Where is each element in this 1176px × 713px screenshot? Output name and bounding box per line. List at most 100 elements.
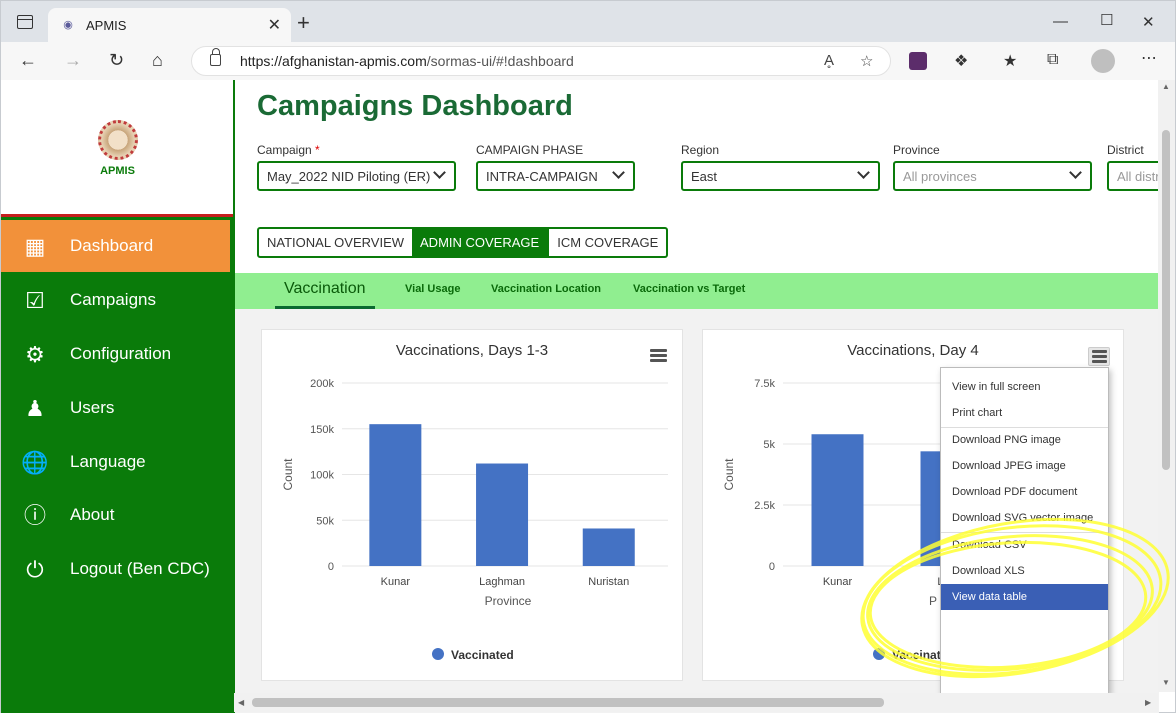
sidebar-item-about[interactable]: ⓘ About bbox=[1, 489, 230, 541]
menu-item-download-csv[interactable]: Download CSV bbox=[952, 539, 1027, 551]
chart-subnav: Vaccination Vial Usage Vaccination Locat… bbox=[235, 273, 1159, 309]
bar[interactable] bbox=[369, 424, 422, 566]
gear-icon: ⚙ bbox=[25, 342, 45, 367]
chevron-down-icon bbox=[1069, 166, 1082, 179]
apmis-logo-icon bbox=[98, 120, 138, 160]
sidebar-item-language[interactable]: 🌐 Language bbox=[1, 436, 230, 488]
scroll-right-icon[interactable]: ▶ bbox=[1145, 698, 1152, 707]
bar[interactable] bbox=[811, 434, 864, 566]
favorites-icon[interactable]: ★ bbox=[1003, 53, 1018, 70]
filter-label: District bbox=[1107, 143, 1144, 157]
scroll-up-icon[interactable]: ▲ bbox=[1162, 82, 1170, 91]
sidebar: APMIS ▦ Dashboard ☑ Campaigns ⚙ Configur… bbox=[1, 80, 234, 713]
sidebar-item-logout[interactable]: ⏻ Logout (Ben CDC) bbox=[1, 543, 230, 595]
x-axis-label: P bbox=[929, 594, 937, 608]
sidebar-item-label: Users bbox=[70, 398, 115, 417]
close-window-icon[interactable]: ✕ bbox=[1142, 14, 1155, 31]
logo-area: APMIS bbox=[1, 80, 234, 217]
browser-tab[interactable]: ◉ APMIS ✕ bbox=[48, 8, 291, 43]
y-axis-label: Count bbox=[722, 458, 736, 491]
region-select[interactable]: East bbox=[681, 161, 880, 191]
grid-icon: ▦ bbox=[24, 234, 46, 259]
chart-menu-icon[interactable] bbox=[650, 349, 667, 363]
tab-national-overview[interactable]: NATIONAL OVERVIEW bbox=[267, 235, 405, 250]
bar[interactable] bbox=[582, 528, 635, 566]
x-axis-label: Province bbox=[485, 594, 532, 608]
x-tick-label: Kunar bbox=[823, 576, 853, 588]
scroll-left-icon[interactable]: ◀ bbox=[238, 698, 245, 707]
browser-toolbar: ← → ↻ ⌂ https://afghanistan-apmis.com/so… bbox=[0, 42, 1176, 80]
sidebar-item-users[interactable]: ♟ Users bbox=[1, 382, 230, 434]
x-tick-label: Nuristan bbox=[588, 576, 629, 588]
chevron-down-icon bbox=[612, 166, 625, 179]
menu-item-download-png[interactable]: Download PNG image bbox=[952, 434, 1061, 446]
y-tick-label: 100k bbox=[310, 470, 334, 482]
menu-item-download-svg[interactable]: Download SVG vector image bbox=[952, 512, 1094, 524]
add-favorite-icon[interactable]: ☆ bbox=[860, 53, 874, 70]
tab-admin-coverage[interactable]: ADMIN COVERAGE bbox=[412, 229, 548, 256]
collections-icon[interactable]: ⧉ bbox=[1047, 51, 1059, 68]
y-tick-label: 150k bbox=[310, 424, 334, 436]
logo-text: APMIS bbox=[100, 165, 135, 177]
x-tick-label: Laghman bbox=[479, 576, 525, 588]
back-icon[interactable]: ← bbox=[19, 50, 37, 70]
menu-item-download-xls[interactable]: Download XLS bbox=[952, 565, 1025, 577]
forward-icon[interactable]: → bbox=[64, 50, 82, 70]
chart-title: Vaccinations, Days 1-3 bbox=[395, 342, 549, 359]
district-filter: District All distr bbox=[1107, 143, 1159, 191]
legend-label[interactable]: Vaccinated bbox=[451, 648, 514, 662]
menu-item-view-data-table[interactable]: View data table bbox=[941, 584, 1108, 610]
app-window: APMIS ▦ Dashboard ☑ Campaigns ⚙ Configur… bbox=[0, 80, 1176, 713]
sidebar-item-dashboard[interactable]: ▦ Dashboard bbox=[1, 220, 230, 272]
read-aloud-icon[interactable]: Ḁ bbox=[824, 52, 835, 69]
chart-menu-icon[interactable] bbox=[1088, 347, 1110, 366]
menu-item-full-screen[interactable]: View in full screen bbox=[952, 381, 1041, 393]
subtab-vaccination[interactable]: Vaccination bbox=[275, 273, 375, 309]
scroll-down-icon[interactable]: ▼ bbox=[1162, 678, 1170, 687]
horizontal-scrollbar[interactable]: ◀ ▶ bbox=[234, 693, 1158, 712]
subtab-vial-usage[interactable]: Vial Usage bbox=[405, 283, 461, 295]
legend-marker[interactable] bbox=[432, 648, 444, 660]
address-bar[interactable]: https://afghanistan-apmis.com/sormas-ui/… bbox=[191, 46, 891, 76]
phase-select[interactable]: INTRA-CAMPAIGN bbox=[476, 161, 635, 191]
power-icon: ⏻ bbox=[26, 557, 44, 582]
sidebar-item-configuration[interactable]: ⚙ Configuration bbox=[1, 328, 230, 380]
scroll-thumb[interactable] bbox=[252, 698, 884, 707]
legend-marker[interactable] bbox=[873, 648, 885, 660]
menu-divider bbox=[941, 427, 1108, 428]
chart-title: Vaccinations, Day 4 bbox=[847, 342, 979, 359]
campaign-select[interactable]: May_2022 NID Piloting (ER) bbox=[257, 161, 456, 191]
province-select[interactable]: All provinces bbox=[893, 161, 1092, 191]
menu-item-download-pdf[interactable]: Download PDF document bbox=[952, 486, 1078, 498]
page-title: Campaigns Dashboard bbox=[257, 90, 573, 122]
extensions-puzzle-icon[interactable]: ❖ bbox=[954, 53, 969, 70]
scroll-thumb[interactable] bbox=[1162, 130, 1170, 470]
phase-filter: CAMPAIGN PHASE INTRA-CAMPAIGN bbox=[476, 143, 635, 191]
district-select[interactable]: All distr bbox=[1107, 161, 1159, 191]
users-icon: ♟ bbox=[25, 396, 45, 421]
close-tab-icon[interactable]: ✕ bbox=[267, 17, 281, 34]
chevron-down-icon bbox=[857, 166, 870, 179]
lock-icon bbox=[210, 48, 221, 66]
browser-tab-bar: ◉ APMIS ✕ + — ☐ ✕ bbox=[0, 0, 1176, 43]
home-icon[interactable]: ⌂ bbox=[152, 50, 163, 70]
menu-item-print-chart[interactable]: Print chart bbox=[952, 407, 1003, 419]
tab-actions-icon[interactable] bbox=[17, 15, 33, 29]
extension-icon[interactable] bbox=[909, 52, 927, 70]
menu-item-download-jpeg[interactable]: Download JPEG image bbox=[952, 460, 1066, 472]
subtab-vaccination-location[interactable]: Vaccination Location bbox=[491, 283, 602, 295]
minimize-icon[interactable]: — bbox=[1053, 13, 1068, 30]
tab-icm-coverage[interactable]: ICM COVERAGE bbox=[547, 229, 666, 256]
campaign-value: May_2022 NID Piloting (ER) bbox=[267, 169, 431, 184]
y-tick-label: 5k bbox=[763, 439, 775, 451]
refresh-icon[interactable]: ↻ bbox=[109, 50, 125, 70]
maximize-icon[interactable]: ☐ bbox=[1100, 12, 1114, 29]
more-options-icon[interactable]: ⋯ bbox=[1141, 50, 1157, 67]
sidebar-item-campaigns[interactable]: ☑ Campaigns bbox=[1, 274, 230, 326]
y-tick-label: 50k bbox=[316, 515, 334, 527]
subtab-vaccination-vs-target[interactable]: Vaccination vs Target bbox=[633, 283, 746, 295]
profile-avatar[interactable] bbox=[1091, 49, 1115, 73]
bar[interactable] bbox=[476, 463, 529, 566]
new-tab-icon[interactable]: + bbox=[297, 10, 310, 35]
vertical-scrollbar[interactable]: ▲ ▼ bbox=[1158, 80, 1175, 692]
